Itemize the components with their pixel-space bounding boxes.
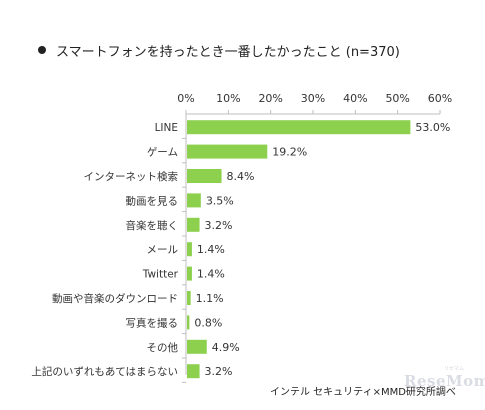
category-label: 写真を撮る xyxy=(126,316,179,329)
x-tick-label: 30% xyxy=(301,92,325,105)
bar xyxy=(187,242,192,257)
watermark-logo: ReseMom xyxy=(404,372,485,390)
category-label: ゲーム xyxy=(147,147,178,159)
bar xyxy=(187,144,268,159)
bar xyxy=(187,193,201,208)
value-label: 8.4% xyxy=(227,170,255,183)
bar xyxy=(187,120,411,135)
category-label: 音楽を聴く xyxy=(126,219,179,232)
bar xyxy=(187,315,190,330)
x-tick-label: 40% xyxy=(343,92,367,105)
value-label: 1.4% xyxy=(197,268,225,281)
x-tick-label: 60% xyxy=(428,92,452,105)
category-label: 動画や音楽のダウンロード xyxy=(52,292,178,305)
value-label: 3.2% xyxy=(205,219,233,232)
bar xyxy=(187,169,222,183)
x-tick-label: 20% xyxy=(258,92,282,105)
category-label: 動画を見る xyxy=(126,194,179,207)
bar xyxy=(187,339,207,354)
bar xyxy=(187,364,200,379)
source-note: インテル セキュリティ×MMD研究所調べ xyxy=(270,387,456,398)
chart-title-row: スマートフォンを持ったとき一番したかったこと (n=370) xyxy=(38,41,400,60)
value-label: 1.4% xyxy=(197,243,225,256)
value-label: 1.1% xyxy=(196,292,224,305)
bar xyxy=(187,266,192,281)
value-label: 3.2% xyxy=(205,365,233,378)
x-tick-label: 10% xyxy=(216,92,240,105)
category-label: LINE xyxy=(155,122,178,134)
bar xyxy=(187,291,191,305)
value-label: 0.8% xyxy=(194,316,222,329)
category-label: Twitter xyxy=(142,269,179,281)
category-label: 上記のいずれもあてはまらない xyxy=(31,365,178,378)
value-label: 19.2% xyxy=(272,146,307,159)
x-tick-label: 0% xyxy=(177,92,194,105)
value-label: 4.9% xyxy=(212,341,240,354)
value-label: 53.0% xyxy=(415,121,450,134)
chart-title: スマートフォンを持ったとき一番したかったこと (n=370) xyxy=(56,45,400,60)
bullet-icon xyxy=(38,46,46,54)
watermark-subtext: リセマム xyxy=(444,366,465,372)
value-label: 3.5% xyxy=(206,194,234,207)
category-label: メール xyxy=(147,244,179,256)
bar xyxy=(187,217,200,232)
category-label: インターネット検索 xyxy=(84,170,179,183)
x-tick-label: 50% xyxy=(385,92,409,105)
category-label: その他 xyxy=(147,341,179,354)
